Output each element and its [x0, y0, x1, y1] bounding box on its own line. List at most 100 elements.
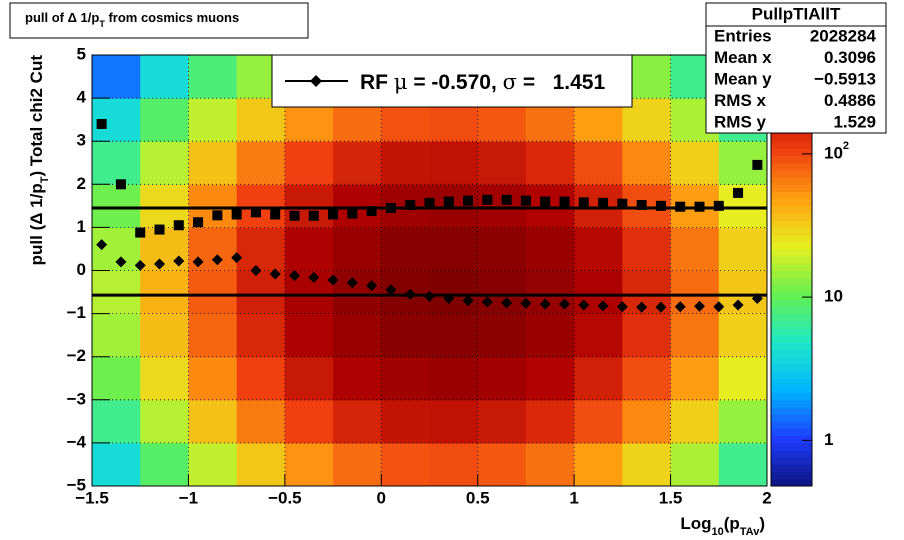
colorbar-segment — [771, 442, 812, 451]
profile-marker — [115, 179, 126, 190]
heatmap-cell — [525, 227, 575, 271]
heatmap-cell — [574, 442, 623, 487]
heatmap-cell — [140, 141, 189, 185]
stats-value: 0.4886 — [824, 91, 876, 110]
heatmap-cell — [429, 227, 479, 271]
stats-key: Entries — [714, 26, 772, 45]
heatmap-cell — [525, 141, 575, 185]
profile-marker — [289, 210, 300, 221]
heatmap-cell — [92, 227, 141, 271]
heatmap-cell — [381, 442, 430, 487]
heatmap-cell — [284, 227, 334, 271]
profile-marker — [366, 280, 378, 292]
colorbar-segment — [771, 335, 812, 343]
title-box — [9, 2, 309, 39]
profile-marker — [482, 194, 493, 205]
profile-marker — [501, 194, 512, 205]
heatmap-cell — [525, 356, 575, 401]
stats-key: RMS y — [714, 112, 767, 131]
profile-marker — [655, 200, 666, 211]
colorbar-segment — [771, 205, 812, 214]
heatmap-cell — [188, 399, 238, 444]
profile-marker — [636, 301, 648, 313]
colorbar-segment — [771, 241, 812, 250]
heatmap-cell — [525, 313, 575, 358]
heatmap-cell — [236, 270, 286, 315]
heatmap-cell — [477, 141, 527, 185]
profile-marker — [405, 199, 416, 210]
colorbar-segment — [771, 349, 812, 358]
heatmap-cell — [236, 356, 286, 401]
colorbar-segment — [771, 155, 812, 164]
y-tick-label: 4 — [77, 88, 87, 107]
heatmap-cell — [236, 313, 286, 358]
profile-marker — [752, 159, 763, 170]
y-tick-label: 0 — [77, 260, 86, 279]
profile-marker — [173, 220, 184, 231]
heatmap-cell — [92, 141, 141, 185]
profile-marker — [636, 199, 647, 210]
heatmap-cell — [525, 399, 575, 444]
y-axis-label: pull (Δ 1/pT) Total chi2 Cut — [27, 55, 50, 266]
profile-marker — [211, 254, 223, 266]
legend-marker — [310, 75, 322, 87]
legend-part: σ — [503, 70, 517, 94]
heatmap-cell — [140, 55, 189, 99]
heatmap-cell — [188, 270, 238, 315]
colorbar-segment — [771, 277, 812, 286]
colorbar-label: 1 — [824, 430, 833, 449]
heatmap-cell — [188, 442, 238, 487]
colorbar-segment — [771, 435, 812, 444]
profile-marker — [694, 201, 705, 212]
heatmap-cell — [622, 141, 672, 185]
heatmap-cell — [333, 399, 382, 444]
heatmap-cell — [574, 141, 623, 185]
heatmap-cell — [92, 270, 141, 315]
profile-marker — [597, 300, 609, 312]
heatmap-cell — [718, 313, 768, 358]
heatmap-cell — [429, 399, 479, 444]
profile-marker — [694, 300, 705, 312]
profile-marker — [96, 118, 107, 129]
heatmap-cell — [670, 313, 720, 358]
heatmap-cell — [718, 270, 768, 315]
heatmap-cell — [429, 141, 479, 185]
colorbar-segment — [771, 198, 812, 207]
colorbar-segment — [771, 169, 812, 178]
y-tick-label: 1 — [77, 217, 86, 236]
profile-marker — [578, 299, 590, 311]
x-tick-label: 1.5 — [659, 488, 683, 507]
heatmap-cell — [574, 356, 623, 401]
profile-marker — [598, 197, 609, 208]
heatmap-cell — [92, 184, 141, 228]
heatmap-cell — [284, 313, 334, 358]
profile-marker — [328, 209, 339, 220]
heatmap-cell — [284, 399, 334, 444]
heatmap-cell — [236, 442, 286, 487]
ylabel-part: ) Total chi2 Cut — [27, 55, 46, 177]
heatmap-cell — [670, 227, 720, 271]
profile-marker — [308, 210, 319, 221]
chart-title: pull of Δ 1/pT from cosmics muons — [25, 10, 239, 29]
heatmap-cell — [140, 98, 189, 142]
profile-marker — [481, 296, 493, 308]
xlabel-part: ) — [759, 514, 765, 533]
x-tick-label: −1.5 — [75, 488, 109, 507]
ylabel-sub: T — [39, 176, 51, 183]
legend-part: RF — [360, 71, 394, 94]
profile-marker — [366, 206, 377, 217]
profile-marker — [192, 256, 204, 268]
profile-marker — [675, 201, 686, 212]
heatmap-cell — [381, 227, 430, 271]
colorbar-segment — [771, 478, 812, 487]
heatmap-cell — [188, 313, 238, 358]
colorbar-segment — [771, 421, 812, 430]
profile-marker — [270, 209, 281, 220]
profile-marker — [616, 301, 628, 313]
stats-value: 0.3096 — [824, 48, 876, 67]
colorbar-segment — [771, 457, 812, 465]
x-tick-label: 0 — [377, 488, 386, 507]
profile-marker — [733, 187, 744, 198]
title-part: from cosmics muons — [105, 10, 239, 25]
